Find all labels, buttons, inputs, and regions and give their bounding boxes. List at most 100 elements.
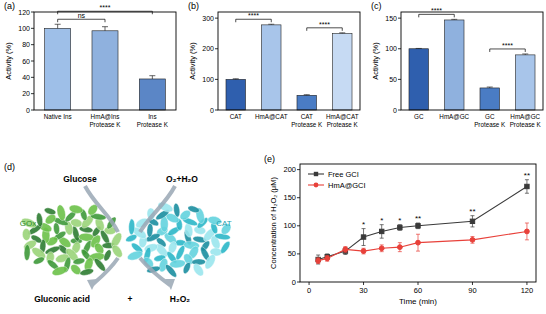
bar	[515, 55, 535, 110]
y-tick-label: 100	[202, 76, 214, 83]
y-tick-label: 100	[385, 45, 397, 52]
marker	[325, 256, 330, 261]
frame	[218, 12, 360, 110]
y-tick	[398, 48, 401, 49]
error-bar	[380, 245, 384, 252]
arrow	[140, 186, 175, 232]
error-cap	[525, 239, 529, 240]
y-tick-label: 0	[292, 278, 296, 287]
protein-part	[146, 223, 153, 237]
label-line: GC	[414, 113, 424, 120]
diagram-label: GOx	[20, 219, 36, 228]
y-tick-label: 60	[22, 58, 30, 65]
category-label: HmA@CAT	[255, 113, 288, 120]
y-tick-label: 150	[385, 15, 397, 22]
label-line: Protease K	[291, 121, 323, 128]
significance-bracket	[419, 14, 455, 17]
significance-label: **	[469, 207, 475, 216]
protein-part	[203, 253, 218, 271]
bar	[332, 33, 352, 110]
error-cap	[416, 234, 420, 235]
y-tick-label: 300	[202, 15, 214, 22]
bar	[409, 49, 429, 110]
marks	[316, 180, 530, 264]
error-cap	[470, 243, 474, 244]
label-line: HmA@CAT	[255, 113, 288, 120]
category-label: InsProtease K	[137, 113, 169, 128]
legend-label: HmA@GCI	[328, 181, 366, 190]
error-bar	[525, 223, 529, 240]
marker	[416, 224, 420, 228]
protein-part	[164, 263, 179, 279]
error-cap	[362, 245, 366, 246]
y-tick	[297, 282, 300, 283]
protein-part	[20, 216, 38, 230]
x-axis-label: Time (min)	[399, 297, 437, 306]
protein-part	[22, 228, 31, 240]
y-tick-label: 50	[389, 76, 397, 83]
x-tick-label: 30	[359, 286, 367, 295]
error-cap	[398, 251, 402, 252]
frame	[34, 12, 176, 110]
error-cap	[470, 226, 474, 227]
y-axis-label: Activity (%)	[188, 42, 197, 80]
bar	[45, 28, 71, 110]
y-tick-label: 0	[393, 107, 397, 114]
x-tick	[363, 282, 364, 285]
error-cap	[525, 193, 529, 194]
significance-label: *	[380, 216, 383, 225]
label-line: Protease K	[474, 121, 506, 128]
error-bar	[325, 256, 329, 262]
protein-part	[51, 265, 69, 278]
series-line	[318, 231, 527, 260]
protein-part	[110, 243, 125, 259]
marker	[525, 184, 529, 188]
frame	[401, 12, 543, 110]
error-cap	[380, 244, 384, 245]
error-bar	[525, 180, 529, 193]
x-tick	[472, 282, 473, 285]
marker	[361, 249, 366, 254]
protein-part	[72, 257, 85, 265]
x-tick	[309, 282, 310, 285]
panel-label: (e)	[264, 154, 275, 164]
error-bar	[316, 258, 320, 264]
error-bar	[343, 247, 347, 253]
y-tick-label: 20	[22, 90, 30, 97]
diagram-label: Glucose	[63, 174, 97, 184]
protein-part	[32, 255, 45, 265]
label-line: Protease K	[327, 121, 359, 128]
significance-label: *	[362, 220, 365, 229]
x-tick	[418, 282, 419, 285]
panel-label: (c)	[371, 1, 382, 11]
marker	[316, 258, 321, 263]
arrow	[140, 258, 170, 285]
significance-bracket	[307, 28, 343, 31]
error-bar	[416, 234, 420, 251]
category-label: HmA@InsProtease K	[89, 113, 121, 128]
arrow-head	[165, 279, 175, 290]
marker	[398, 225, 402, 229]
bar	[92, 31, 118, 110]
marker	[361, 235, 365, 239]
significance-label: ****	[502, 42, 513, 49]
series-line	[318, 186, 527, 259]
label-line: Native Ins	[44, 113, 72, 120]
panel-label: (b)	[188, 1, 199, 11]
y-tick	[398, 110, 401, 111]
error-cap	[398, 242, 402, 243]
y-axis-label: Concentration of H₂O₂ (μM)	[269, 177, 278, 269]
label-line: GC	[485, 113, 495, 120]
error-bar	[362, 248, 366, 254]
y-tick	[398, 79, 401, 80]
significance-label: ns	[78, 12, 86, 19]
panel-label: (a)	[4, 1, 15, 11]
error-cap	[470, 236, 474, 237]
error-cap	[522, 53, 528, 54]
diagram-label: +	[128, 294, 133, 304]
significance-bracket	[58, 19, 105, 22]
y-tick-label: 80	[22, 41, 30, 48]
marker	[416, 240, 421, 245]
significance-bracket	[58, 11, 153, 14]
protein-part	[192, 259, 206, 265]
